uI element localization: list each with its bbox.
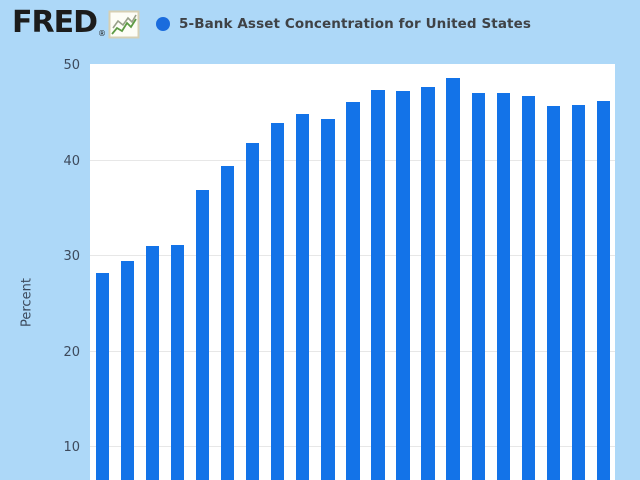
y-tick-label: 30 — [63, 249, 80, 264]
bar — [346, 102, 360, 480]
bar — [571, 105, 586, 480]
fred-logo-text: FRED — [12, 5, 98, 40]
registered-trademark: ® — [98, 29, 106, 38]
bar — [371, 89, 385, 480]
bar — [321, 119, 335, 480]
bar — [396, 90, 410, 480]
series-marker-icon — [156, 17, 170, 31]
bar — [521, 95, 536, 480]
bar — [95, 273, 109, 480]
bar — [170, 245, 185, 480]
bar — [546, 106, 561, 480]
y-tick-label: 50 — [63, 58, 80, 73]
plot-area — [90, 64, 615, 480]
chart-header: FRED ® 5-Bank Asset Concentration for Un… — [12, 8, 636, 40]
bar — [195, 190, 210, 480]
bar — [296, 113, 310, 480]
bar — [496, 92, 510, 480]
bar — [421, 86, 435, 480]
bar — [596, 101, 611, 480]
y-axis-title: Percent — [19, 278, 35, 327]
bar — [145, 246, 160, 480]
series-title: 5-Bank Asset Concentration for United St… — [179, 16, 531, 32]
bar — [471, 92, 485, 480]
line-chart-icon — [108, 10, 140, 39]
y-tick-label: 20 — [63, 344, 80, 360]
bar — [270, 123, 285, 480]
y-tick-label: 10 — [63, 440, 80, 455]
series-legend[interactable]: 5-Bank Asset Concentration for United St… — [156, 16, 531, 32]
y-tick-label: 40 — [63, 153, 80, 169]
bar — [120, 260, 134, 480]
bar — [245, 143, 260, 480]
bar — [220, 166, 235, 480]
fred-logo[interactable]: FRED ® — [12, 5, 140, 40]
bar — [446, 78, 460, 480]
